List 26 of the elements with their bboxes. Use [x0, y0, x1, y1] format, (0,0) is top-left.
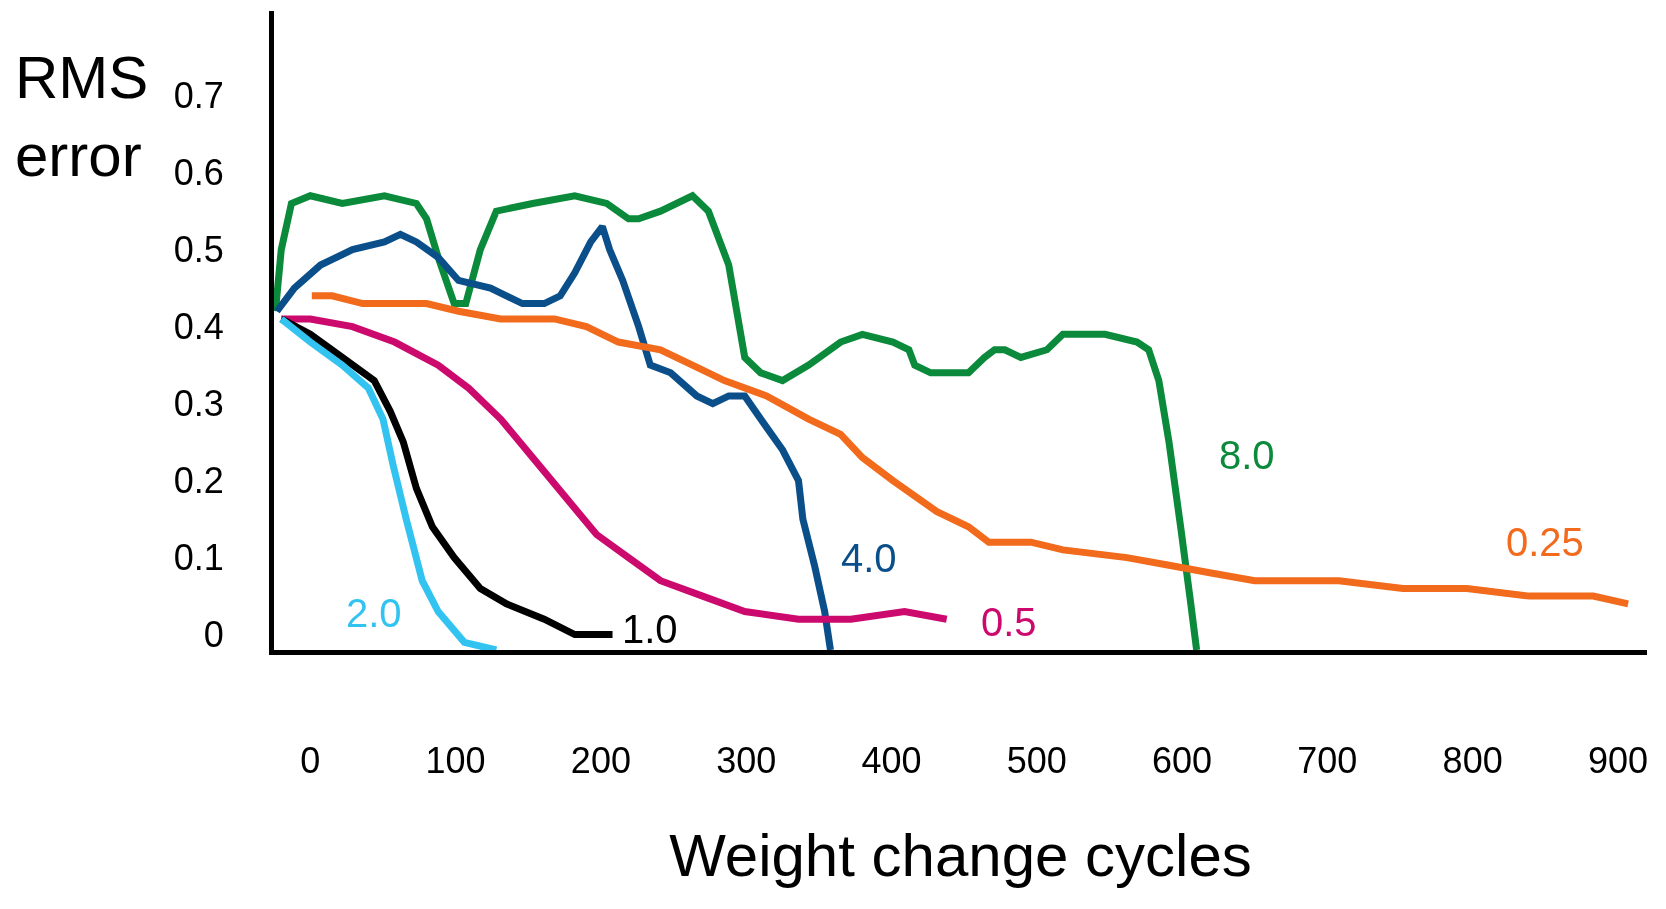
y-tick-label: 0.1 [173, 537, 224, 579]
x-tick-label: 200 [570, 740, 631, 782]
annotation: 2.0 [346, 591, 402, 635]
x-tick-label: 500 [1006, 740, 1067, 782]
y-tick-label: 0.5 [173, 229, 224, 271]
y-tick-label: 0.4 [173, 306, 224, 348]
y-tick-label: 0 [203, 614, 224, 656]
annotation: 4.0 [841, 536, 897, 580]
y-tick-label: 0.2 [173, 460, 224, 502]
annotation: 0.25 [1506, 520, 1584, 564]
y-axis-title: RMS error [15, 44, 149, 189]
annotation: 8.0 [1219, 433, 1275, 477]
x-tick-label: 300 [716, 740, 777, 782]
x-tick-label: 900 [1587, 740, 1648, 782]
x-tick-label: 800 [1442, 740, 1503, 782]
annotation: 1.0 [622, 607, 678, 651]
y-tick-label: 0.3 [173, 383, 224, 425]
x-tick-label: 400 [861, 740, 922, 782]
x-tick-label: 700 [1297, 740, 1358, 782]
y-tick-label: 0.6 [173, 152, 224, 194]
annotation: 0.5 [981, 600, 1037, 644]
x-tick-label: 600 [1152, 740, 1213, 782]
y-tick-label: 0.7 [173, 75, 224, 117]
x-axis-title: Weight change cycles [669, 821, 1252, 889]
x-tick-label: 100 [425, 740, 486, 782]
x-tick-label: 0 [300, 740, 321, 782]
